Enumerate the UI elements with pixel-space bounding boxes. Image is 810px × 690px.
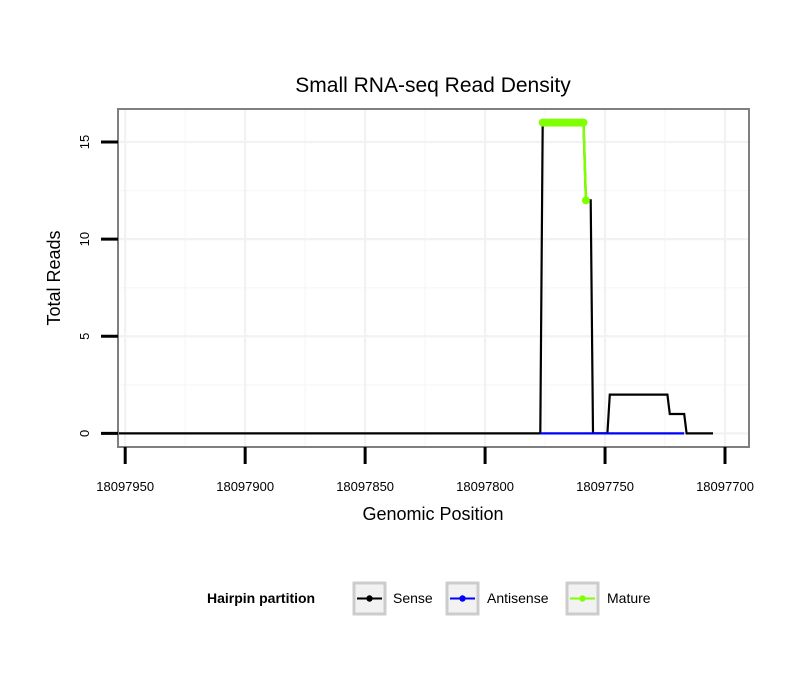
series-layer	[113, 118, 713, 435]
y-tick-label: 15	[77, 135, 92, 149]
plot-background	[118, 109, 749, 447]
y-axis: 0 5 10 15	[77, 135, 118, 437]
legend-key-point-mature	[579, 595, 586, 602]
legend-title: Hairpin partition	[207, 590, 315, 606]
y-tick-label: 0	[77, 430, 92, 437]
y-axis-label: Total Reads	[44, 230, 64, 325]
x-tick-label: 18097750	[576, 479, 634, 494]
plot-panel-border	[117, 108, 750, 448]
chart-title: Small RNA-seq Read Density	[295, 74, 571, 97]
data-point-mature	[581, 196, 590, 205]
legend-key-point-antisense	[459, 595, 466, 602]
y-tick-label: 5	[77, 333, 92, 340]
x-tick-label: 18097850	[336, 479, 394, 494]
legend: Hairpin partition Sense Antisense Mature	[207, 581, 651, 616]
legend-label-mature: Mature	[607, 590, 651, 606]
x-tick-label: 18097950	[96, 479, 154, 494]
x-axis-label: Genomic Position	[362, 504, 503, 524]
y-tick-label: 10	[77, 232, 92, 246]
data-point-mature	[579, 118, 588, 127]
x-tick-label: 18097700	[696, 479, 754, 494]
legend-key-point-sense	[366, 595, 373, 602]
grid-minor	[118, 109, 749, 447]
x-axis: 18097950 18097900 18097850 18097800 18097750…	[96, 447, 754, 494]
x-tick-label: 18097900	[216, 479, 274, 494]
x-tick-label: 18097800	[456, 479, 514, 494]
legend-label-antisense: Antisense	[487, 590, 549, 606]
legend-label-sense: Sense	[393, 590, 433, 606]
